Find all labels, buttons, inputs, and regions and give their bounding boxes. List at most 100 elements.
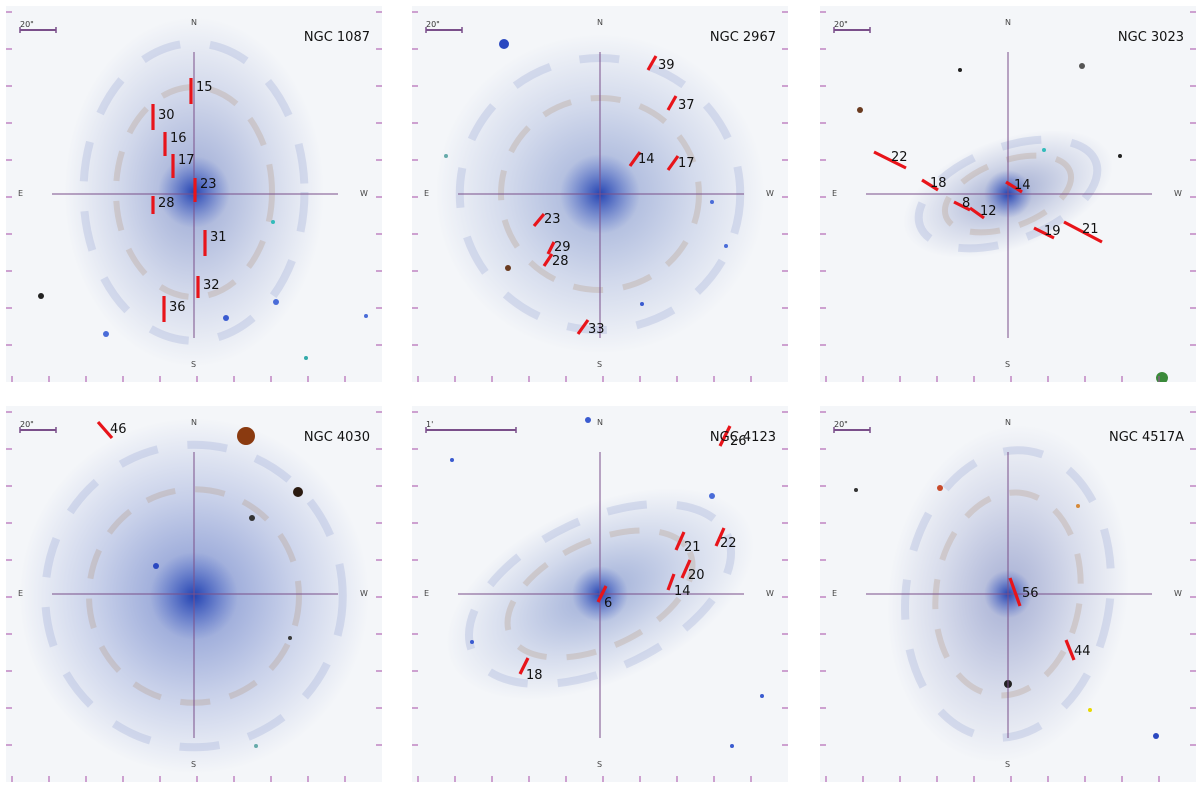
star [237,427,255,445]
galaxy-panel: 15 30 16 17 23 28 31 32 36 NGC 1087 20" N S E W [6,6,382,382]
galaxy-panel: 46 NGC 4030 20" N S E W [6,406,382,782]
galaxy-name: NGC 4517A [1109,430,1184,445]
star [857,107,863,113]
galaxy-name: NGC 2967 [709,30,776,45]
galaxy-image: 22 18 14 8 12 19 21 [820,6,1196,382]
region-label: 39 [658,58,675,73]
galaxy-image: 15 30 16 17 23 28 31 32 36 [6,6,382,382]
slit-marker [680,559,692,579]
region-label: 14 [1014,178,1031,193]
compass-s: S [191,760,197,769]
compass-w: W [360,189,368,198]
compass-s: S [1005,360,1011,369]
region-label: 20 [688,568,705,583]
slit-marker [1008,577,1022,607]
star [293,487,303,497]
crosshair [866,52,1152,338]
star [709,493,715,499]
compass-n: N [597,418,603,427]
galaxy-name: NGC 3023 [1117,30,1184,45]
star [958,68,962,72]
star [724,244,728,248]
scale-bar [19,27,57,33]
compass-w: W [360,589,368,598]
scale-bar [833,427,871,433]
region-label: 16 [170,131,187,146]
slit-marker [628,151,642,167]
star [710,200,714,204]
region-label: 14 [638,152,655,167]
compass-n: N [597,18,603,27]
crosshair [52,452,338,738]
star [364,314,368,318]
slit-marker [646,55,658,71]
slit-marker [96,420,114,440]
region-label: 29 [554,240,571,255]
scale-bar [425,427,517,433]
region-label: 18 [526,668,543,683]
compass-w: W [1174,189,1182,198]
star [730,744,734,748]
compass-n: N [1005,418,1011,427]
galaxy-panel: 39 37 14 17 23 29 28 33 NGC 2967 20" N S E W [412,6,788,382]
galaxy-panel: 26 21 22 20 14 6 18 NGC 4123 1' N S E W [412,406,788,782]
region-label: 32 [203,278,220,293]
star [271,220,275,224]
star [273,299,279,305]
compass-e: E [832,589,838,598]
region-label: 23 [544,212,561,227]
region-label: 6 [604,596,612,611]
compass-w: W [766,189,774,198]
region-label: 19 [1044,224,1061,239]
star [1088,708,1092,712]
compass-s: S [597,360,603,369]
star [505,265,511,271]
region-label: 23 [200,177,217,192]
star [760,694,764,698]
scale-label: 20" [426,20,440,29]
region-label: 30 [158,108,175,123]
star [444,154,448,158]
star [223,315,229,321]
compass-e: E [424,189,430,198]
star [249,515,255,521]
star [153,563,159,569]
star [854,488,858,492]
star [499,39,509,49]
slit-marker [666,573,676,591]
region-label: 28 [158,196,175,211]
slit-marker [576,319,590,335]
galaxy-name: NGC 1087 [303,30,370,45]
slit-marker [1063,220,1103,244]
slit-marker [1033,226,1055,240]
region-label: 28 [552,254,569,269]
region-label: 15 [196,80,213,95]
region-label: 21 [1082,222,1099,237]
region-label: 8 [962,196,970,211]
region-label: 44 [1074,644,1091,659]
slit-marker [1064,639,1076,661]
slit-marker [546,241,556,255]
star [304,356,308,360]
crosshair [458,52,744,338]
compass-e: E [18,189,24,198]
slit-marker [666,155,680,171]
scale-bar [833,27,871,33]
compass-w: W [766,589,774,598]
scale-bar [19,427,57,433]
region-label: 56 [1022,586,1039,601]
region-label: 33 [588,322,605,337]
scale-label: 20" [20,20,34,29]
compass-s: S [597,760,603,769]
scale-label: 20" [834,20,848,29]
region-label: 22 [891,150,908,165]
slit-marker [969,206,985,220]
compass-n: N [1005,18,1011,27]
star [288,636,292,640]
star [1042,148,1046,152]
compass-w: W [1174,589,1182,598]
galaxy-panel: 56 44 NGC 4517A 20" N S E W [820,406,1196,782]
galaxy-image: 46 [6,406,382,782]
